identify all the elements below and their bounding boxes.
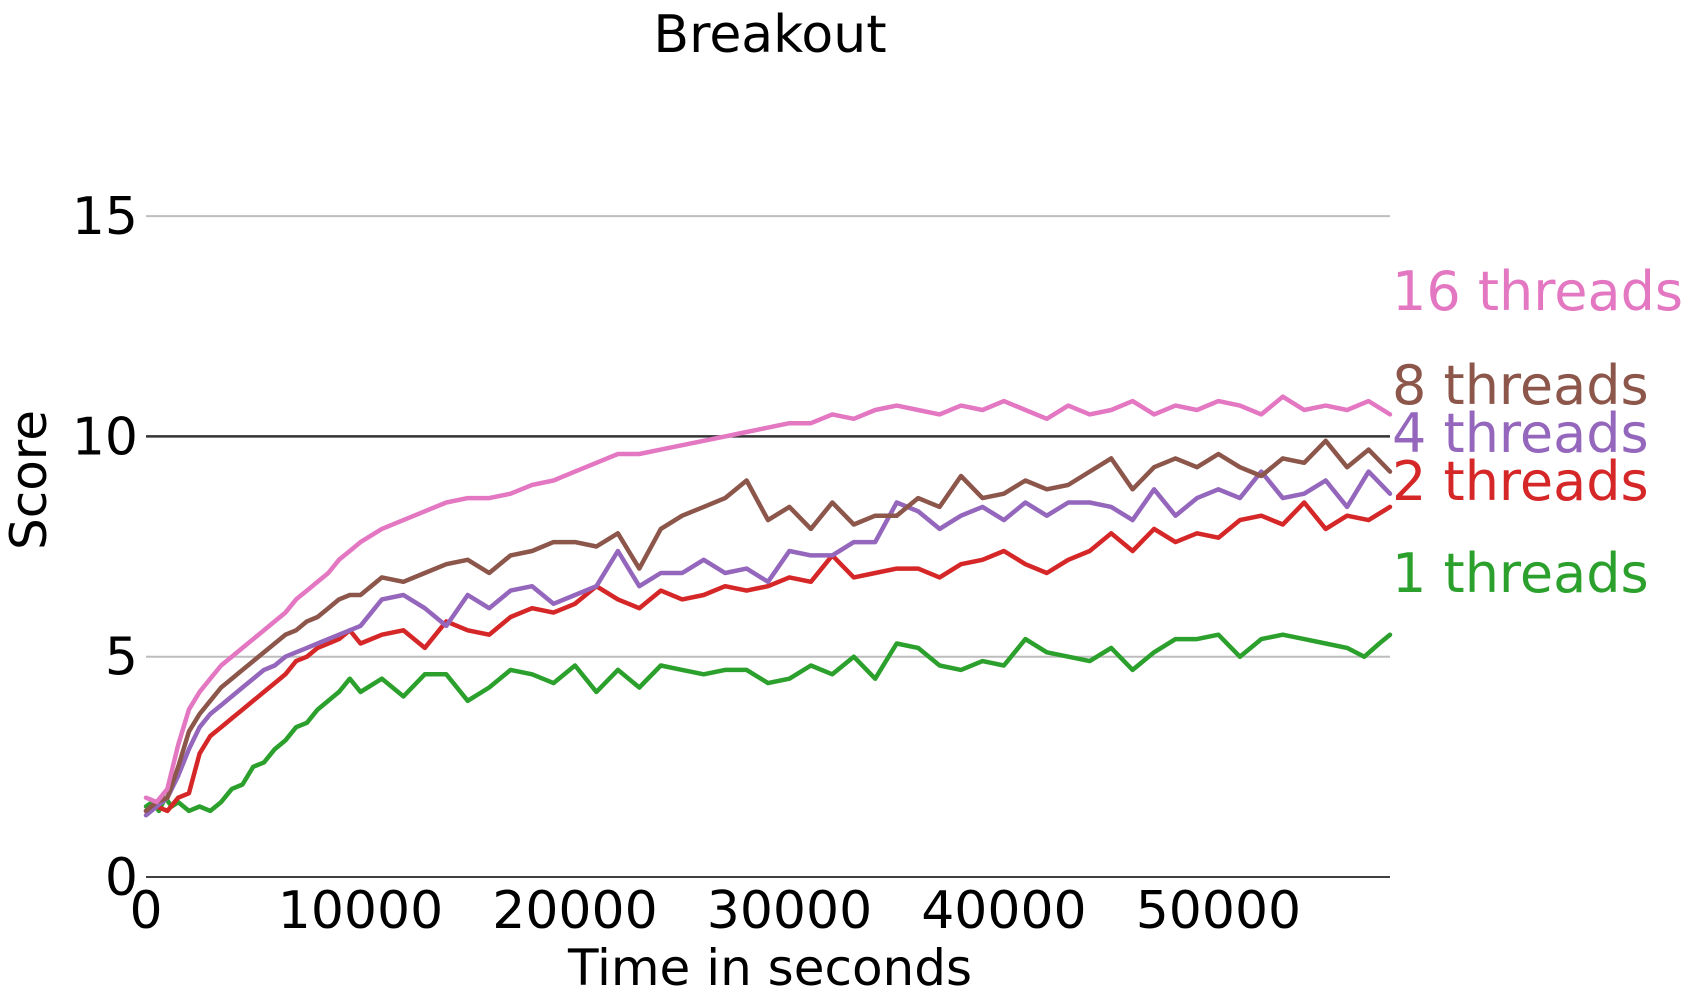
y-tick-label: 5 [105, 628, 138, 688]
x-tick-label: 10000 [278, 881, 443, 941]
series-label-8-threads: 8 threads [1392, 354, 1649, 417]
y-axis-label: Score [0, 410, 58, 550]
x-tick-label: 0 [129, 881, 162, 941]
series-label-16-threads: 16 threads [1392, 260, 1683, 323]
y-tick-label: 10 [72, 407, 138, 467]
chart-title: Breakout [653, 5, 886, 65]
series-line-16-threads [146, 397, 1390, 802]
series-line-1-threads [146, 635, 1390, 811]
y-tick-label: 15 [72, 187, 138, 247]
x-axis-label: Time in seconds [567, 939, 972, 997]
x-tick-label: 50000 [1136, 881, 1301, 941]
x-tick-label: 30000 [707, 881, 872, 941]
x-tick-label: 20000 [492, 881, 657, 941]
grid-layer [146, 216, 1390, 877]
x-tick-label: 40000 [921, 881, 1086, 941]
series-label-1-threads: 1 threads [1392, 542, 1649, 605]
series-layer [146, 397, 1390, 816]
